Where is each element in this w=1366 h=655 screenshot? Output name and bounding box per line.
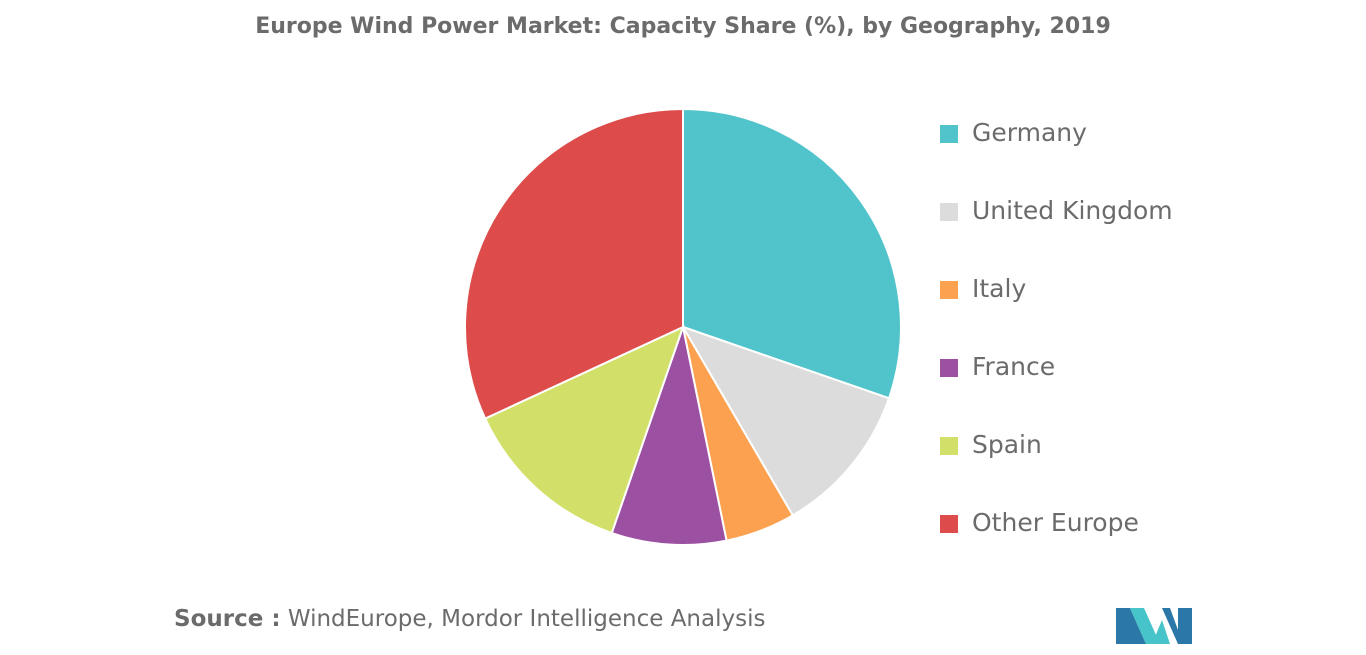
legend-swatch-united-kingdom <box>940 203 958 221</box>
chart-title: Europe Wind Power Market: Capacity Share… <box>255 14 1111 39</box>
pie-slice-united-kingdom <box>680 325 891 517</box>
mordor-intelligence-logo-icon <box>1116 608 1192 644</box>
legend-swatch-spain <box>940 437 958 455</box>
source-note: Source : WindEurope, Mordor Intelligence… <box>174 606 765 632</box>
legend-label-france: France <box>972 352 1056 381</box>
legend-item-spain: Spain <box>940 422 1173 500</box>
legend-item-france: France <box>940 344 1173 422</box>
pie-slice-germany <box>682 107 902 400</box>
source-label: Source : <box>174 606 281 632</box>
legend-item-germany: Germany <box>940 110 1173 188</box>
chart-legend: Germany United Kingdom Italy France Spain Oth… <box>940 110 1173 578</box>
legend-item-italy: Italy <box>940 266 1173 344</box>
legend-label-spain: Spain <box>972 430 1042 459</box>
legend-label-other-europe: Other Europe <box>972 508 1139 537</box>
legend-swatch-other-europe <box>940 515 958 533</box>
legend-label-germany: Germany <box>972 118 1087 147</box>
legend-swatch-italy <box>940 281 958 299</box>
pie-slice-other-europe <box>464 107 684 420</box>
source-text: WindEurope, Mordor Intelligence Analysis <box>287 606 766 632</box>
legend-item-united-kingdom: United Kingdom <box>940 188 1173 266</box>
legend-label-united-kingdom: United Kingdom <box>972 196 1173 225</box>
legend-label-italy: Italy <box>972 274 1027 303</box>
legend-swatch-france <box>940 359 958 377</box>
legend-swatch-germany <box>940 125 958 143</box>
pie-slice-france <box>610 323 728 546</box>
pie-slice-spain <box>483 325 685 535</box>
legend-item-other-europe: Other Europe <box>940 500 1173 578</box>
